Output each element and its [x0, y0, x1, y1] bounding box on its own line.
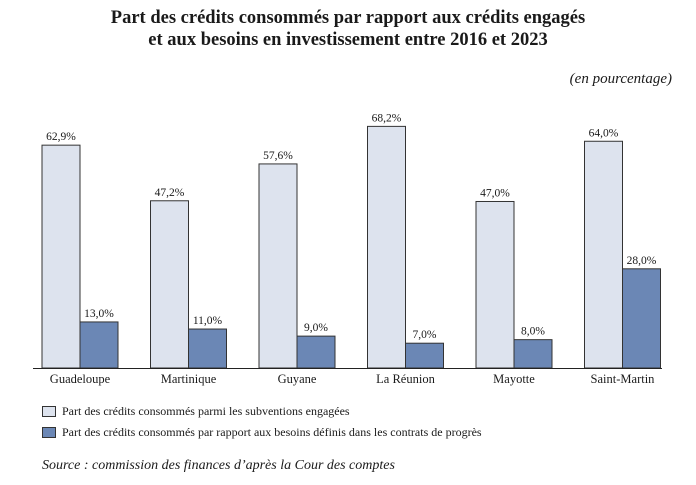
legend-swatch-series-2: [42, 426, 56, 438]
data-label-1-3: 68,2%: [372, 112, 402, 124]
category-label-4: Mayotte: [493, 372, 535, 386]
data-label-2-4: 8,0%: [521, 326, 545, 338]
data-label-1-1: 47,2%: [155, 187, 185, 199]
bar-chart: 62,9% 13,0% Guadeloupe 47,2% 11,0% Martinique…: [33, 112, 662, 386]
legend-label-series-1: Part des crédits consommés parmi les sub…: [62, 404, 350, 418]
bar-2-0: [79, 321, 119, 369]
category-label-3: La Réunion: [376, 372, 435, 386]
bar-1-5: [584, 140, 623, 369]
bar-1-2: [258, 163, 298, 369]
category-label-2: Guyane: [278, 372, 317, 386]
legend-swatch-series-1: [42, 405, 56, 417]
bar-1-4: [475, 200, 515, 369]
bar-1-0: [41, 144, 81, 369]
bar-2-2: [296, 335, 336, 369]
category-label-5: Saint-Martin: [591, 372, 656, 386]
category-label-1: Martinique: [161, 372, 217, 386]
source-note: Source : commission des finances d’après…: [42, 458, 395, 473]
unit-label: (en pourcentage): [569, 71, 672, 87]
bar-2-4: [513, 339, 553, 369]
chart-title-line-2: et aux besoins en investissement entre 2…: [148, 30, 548, 50]
data-label-2-5: 28,0%: [627, 255, 657, 267]
bar-1-1: [150, 200, 189, 369]
data-label-1-4: 47,0%: [480, 187, 510, 199]
data-label-2-0: 13,0%: [84, 308, 114, 320]
legend-item-series-2: Part des crédits consommés par rapport a…: [42, 424, 482, 440]
legend-label-series-2: Part des crédits consommés par rapport a…: [62, 425, 482, 439]
chart-title-line-1: Part des crédits consommés par rapport a…: [110, 8, 586, 28]
category-label-0: Guadeloupe: [50, 372, 111, 386]
bar-2-5: [622, 268, 661, 369]
data-label-1-5: 64,0%: [589, 127, 619, 139]
data-label-2-3: 7,0%: [413, 329, 437, 341]
data-label-2-1: 11,0%: [193, 315, 223, 327]
data-label-2-2: 9,0%: [304, 322, 328, 334]
data-label-1-0: 62,9%: [46, 131, 76, 143]
bar-2-3: [405, 342, 444, 369]
data-label-1-2: 57,6%: [263, 150, 293, 162]
bar-2-1: [188, 328, 227, 369]
legend-item-series-1: Part des crédits consommés parmi les sub…: [42, 403, 350, 419]
bar-1-3: [367, 125, 406, 369]
